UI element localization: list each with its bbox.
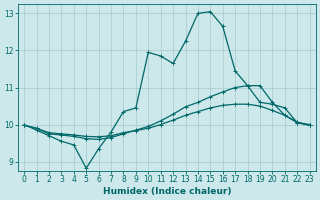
X-axis label: Humidex (Indice chaleur): Humidex (Indice chaleur) (103, 187, 231, 196)
